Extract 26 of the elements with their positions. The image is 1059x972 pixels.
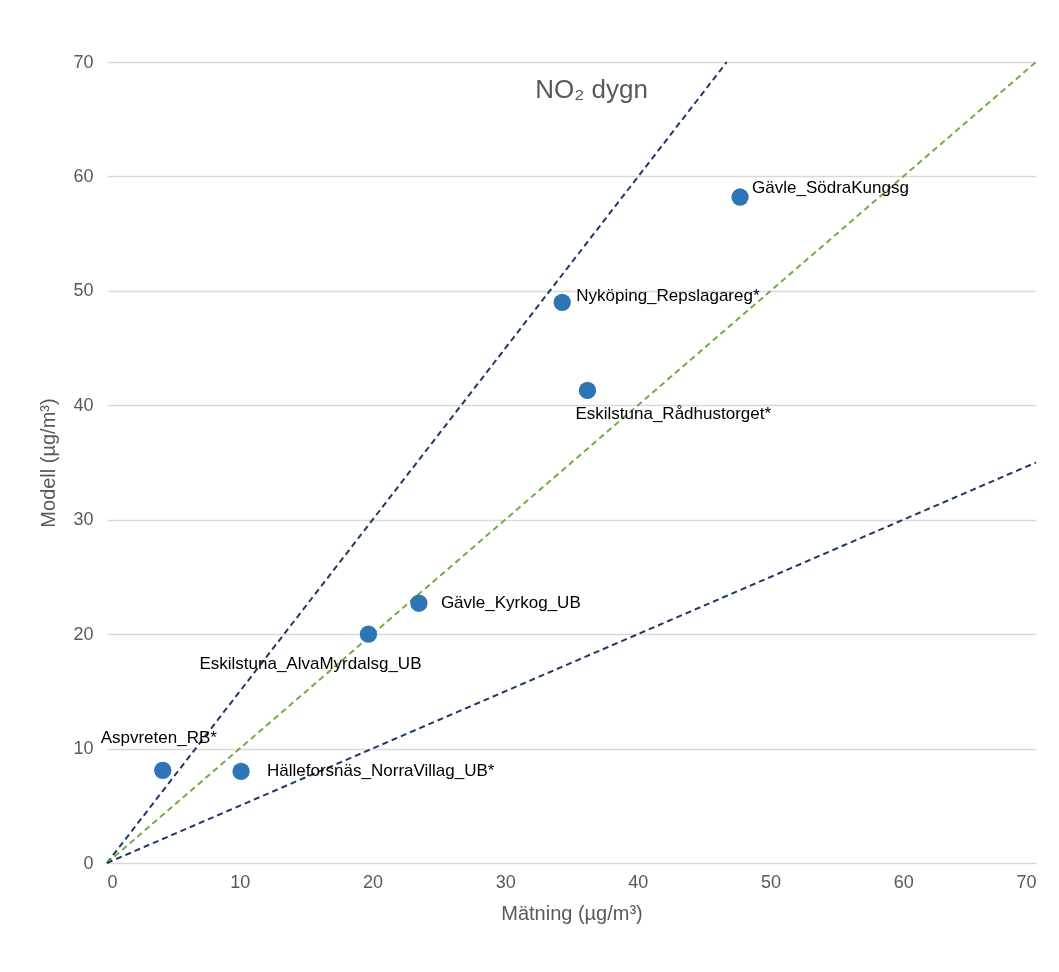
y-tick-label: 0 (83, 852, 94, 873)
annotation: Eskilstuna_AlvaMyrdalsg_UB (199, 654, 422, 674)
x-tick-label: 50 (761, 871, 782, 892)
annotation: Hälleforsnäs_NorraVillag_UB* (267, 761, 495, 781)
y-tick-label: 10 (73, 738, 94, 759)
y-tick-label: 40 (73, 394, 94, 415)
y-tick-label: 60 (73, 165, 94, 186)
x-axis-title: Mätning (µg/m³) (501, 901, 643, 924)
annotation: Eskilstuna_Rådhustorget* (575, 404, 772, 424)
y-tick-label: 70 (73, 51, 94, 72)
y-tick-label: 20 (73, 623, 94, 644)
annotation: Aspvreten_RB* (100, 728, 218, 748)
annotation: Gävle_Kyrkog_UB (440, 593, 581, 613)
text: NO₂ dygn (535, 74, 648, 104)
annotation: Gävle_SödraKungsg (752, 178, 909, 198)
y-axis-title: Modell (µg/m³) (37, 398, 60, 528)
x-tick-label: 0 (107, 871, 118, 892)
x-tick-label: 10 (230, 871, 251, 892)
y-tick-label: 30 (73, 509, 94, 530)
x-tick-label: 40 (628, 871, 649, 892)
annotation: Nyköping_Repslagareg* (576, 286, 760, 306)
x-tick-label: 60 (893, 871, 914, 892)
x-tick-label: 30 (495, 871, 516, 892)
x-tick-label: 20 (362, 871, 383, 892)
y-tick-label: 50 (73, 280, 94, 301)
x-tick-label: 70 (1016, 871, 1037, 892)
